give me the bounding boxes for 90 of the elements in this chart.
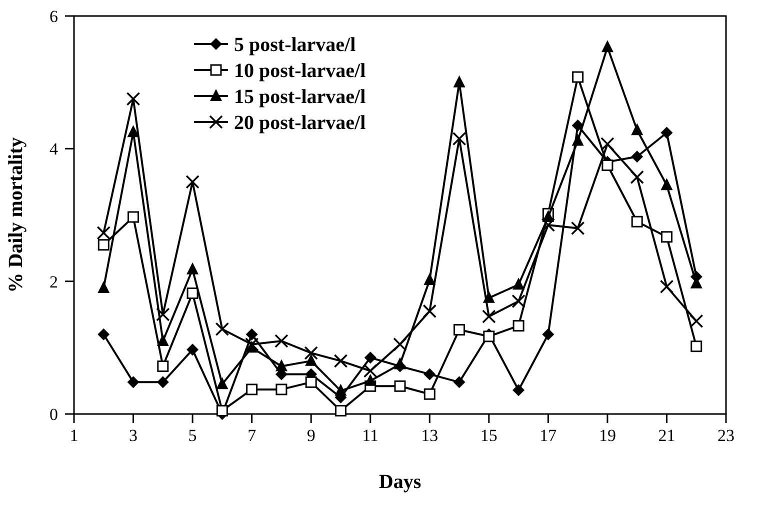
point	[512, 294, 526, 308]
point	[453, 376, 466, 388]
x-tick-label: 17	[540, 426, 558, 445]
point	[244, 337, 259, 352]
point	[482, 310, 496, 324]
point	[246, 384, 258, 396]
point	[600, 137, 614, 151]
point	[424, 388, 436, 400]
point	[98, 328, 110, 340]
point	[660, 231, 672, 243]
point	[156, 334, 169, 346]
point	[305, 376, 317, 388]
point	[364, 352, 376, 364]
legend-label: 15 post-larvae/l	[234, 86, 366, 108]
legend-label: 5 post-larvae/l	[234, 34, 356, 56]
point	[305, 354, 318, 366]
point	[98, 239, 110, 251]
y-tick-label: 4	[50, 140, 58, 159]
legend-label: 10 post-larvae/l	[234, 60, 366, 82]
point	[631, 216, 643, 228]
point	[601, 40, 614, 52]
x-tick-label: 9	[306, 426, 316, 445]
x-tick-label: 1	[70, 426, 78, 445]
x-tick-label: 13	[421, 426, 438, 445]
x-tick-label: 7	[248, 426, 257, 445]
y-tick-label: 6	[50, 7, 58, 26]
point	[274, 334, 288, 348]
x-tick-label: 15	[480, 426, 498, 445]
point	[454, 324, 466, 336]
point	[393, 337, 407, 352]
point	[602, 160, 614, 171]
point	[275, 359, 288, 372]
point	[304, 346, 318, 360]
point	[334, 404, 346, 416]
x-axis-title: Days	[378, 471, 422, 493]
point	[572, 119, 584, 132]
point	[422, 304, 437, 318]
point	[453, 75, 466, 88]
point	[156, 376, 169, 388]
point	[363, 364, 378, 378]
y-axis-title: % Daily mortality	[5, 137, 27, 293]
point	[157, 360, 169, 372]
point	[156, 308, 170, 322]
point	[572, 71, 584, 83]
point	[334, 384, 347, 396]
point	[246, 328, 258, 340]
point	[96, 226, 111, 240]
point	[512, 278, 525, 290]
x-tick-label: 21	[658, 426, 676, 445]
point	[424, 368, 436, 380]
x-tick-label: 23	[718, 426, 734, 445]
point	[572, 134, 584, 146]
point	[276, 384, 288, 396]
point	[542, 328, 554, 340]
point	[483, 330, 495, 342]
point	[128, 211, 140, 223]
legend-label: 20 post-larvae/l	[234, 112, 366, 134]
point	[215, 322, 230, 336]
point	[394, 357, 406, 370]
point	[512, 320, 524, 332]
point	[630, 170, 644, 184]
point	[334, 354, 348, 368]
point	[186, 288, 198, 300]
point	[186, 262, 199, 274]
point	[186, 174, 200, 189]
point	[216, 377, 228, 390]
y-tick-label: 0	[50, 405, 58, 424]
x-tick-label: 3	[129, 426, 138, 445]
point	[660, 280, 674, 294]
x-tick-label: 11	[362, 426, 379, 445]
point	[631, 123, 644, 136]
point	[186, 344, 199, 356]
point	[394, 380, 406, 392]
point	[126, 92, 140, 106]
point	[216, 404, 228, 416]
point	[570, 221, 585, 236]
y-tick-label: 2	[50, 272, 58, 292]
x-tick-label: 5	[188, 426, 197, 445]
point	[364, 374, 376, 386]
point	[512, 384, 525, 396]
point	[690, 340, 702, 352]
point	[424, 273, 436, 286]
point	[660, 126, 673, 139]
point	[127, 376, 140, 388]
x-tick-label: 19	[598, 426, 616, 445]
point	[660, 178, 673, 190]
point	[98, 280, 110, 293]
point	[689, 314, 704, 328]
point	[631, 150, 644, 163]
point	[452, 132, 466, 146]
